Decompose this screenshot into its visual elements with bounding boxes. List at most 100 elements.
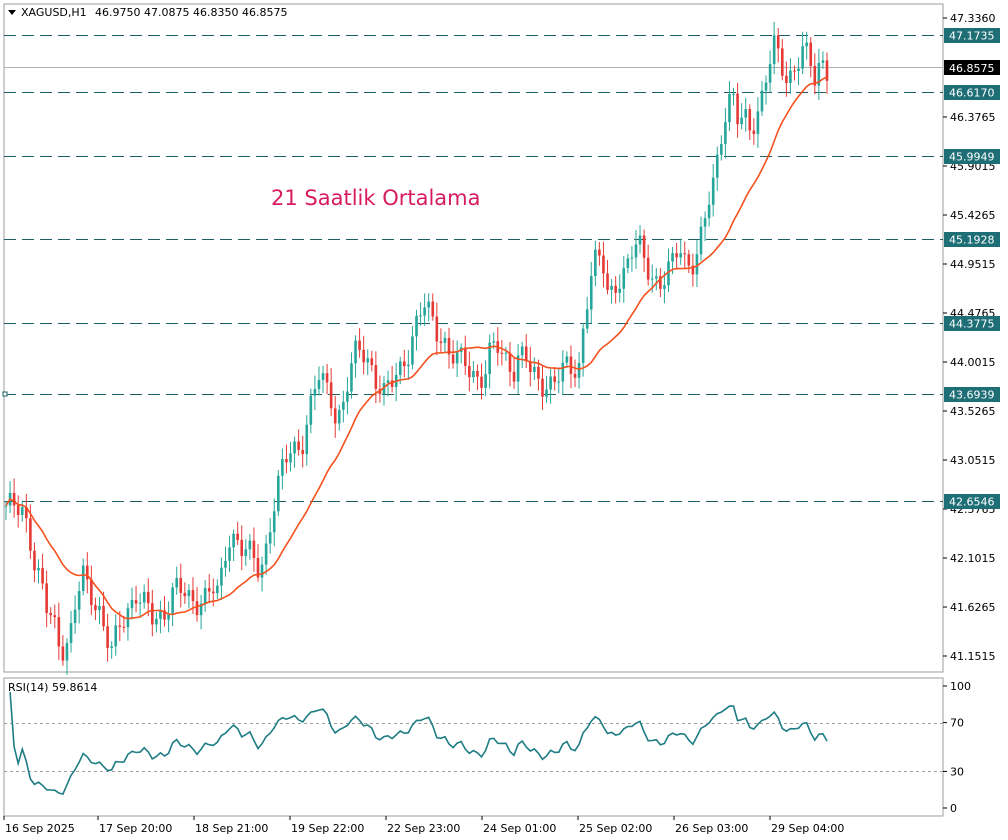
candle-body [724, 122, 727, 145]
ohlc-readout: 46.9750 47.0875 46.8350 46.8575 [95, 6, 287, 19]
candle-body [411, 336, 414, 365]
candle [20, 500, 24, 522]
candle [821, 51, 825, 70]
candle-body [821, 60, 825, 63]
candle [756, 97, 760, 148]
candle-body [472, 370, 475, 378]
candle [480, 363, 483, 400]
candle-body [715, 154, 719, 178]
level-anchor-marker[interactable] [2, 391, 8, 397]
level-label-bg [944, 494, 1000, 509]
candle [151, 589, 154, 637]
candle-body [220, 567, 223, 586]
candle [305, 415, 309, 466]
candle-body [142, 591, 146, 603]
rsi-axis: 100 70 30 0 [943, 680, 971, 815]
candle [37, 559, 40, 584]
y-tick-label: 43.5265 [950, 405, 996, 418]
candle [675, 242, 678, 270]
candle-body [277, 475, 280, 512]
candle [776, 27, 780, 63]
candle [537, 359, 540, 391]
candle [179, 563, 183, 608]
candle-body [415, 315, 418, 337]
candle-body [744, 109, 748, 118]
candle [484, 360, 487, 397]
candle-body [720, 144, 723, 155]
candle [175, 566, 179, 595]
candle [268, 518, 272, 554]
candle-body [374, 365, 378, 389]
candle [350, 352, 353, 399]
candle-body [297, 441, 300, 450]
candle-body [500, 352, 504, 354]
candle-body [711, 177, 715, 205]
candle-body [516, 355, 520, 382]
candle [272, 498, 276, 547]
price-axis: 47.336046.376545.901545.426544.951544.47… [943, 12, 996, 663]
candle-body [447, 338, 451, 355]
candle [764, 75, 768, 105]
candle [626, 253, 630, 274]
candle-body [594, 249, 597, 277]
level-label: 45.9949 [949, 151, 995, 164]
y-tick-label: 45.4265 [950, 209, 996, 222]
candle-body [492, 341, 496, 343]
candle-body [455, 352, 459, 364]
candle [557, 367, 561, 394]
candle [553, 367, 556, 391]
candle-body [216, 585, 219, 594]
candle-body [650, 278, 654, 280]
candle-body [264, 543, 268, 565]
candle-body [817, 62, 821, 86]
candle [789, 58, 792, 94]
candle-body [626, 258, 630, 269]
candle-body [602, 255, 605, 274]
candle-body [585, 309, 589, 329]
level-label-bg [944, 387, 1000, 402]
candle-body [175, 578, 179, 588]
rsi-level-lines [4, 723, 943, 772]
candle [142, 584, 146, 609]
candle [602, 241, 605, 288]
candle [720, 135, 723, 161]
candle-body [618, 288, 622, 293]
candle [809, 37, 813, 78]
candle [589, 261, 593, 324]
candle [520, 341, 524, 369]
candle-body [772, 35, 776, 65]
candle [167, 601, 170, 633]
candle [431, 293, 435, 321]
candle [415, 309, 418, 351]
candle-body [98, 605, 101, 611]
candle-body [240, 539, 244, 557]
candle-body [687, 254, 691, 266]
candle [679, 238, 682, 265]
x-tick-label: 19 Sep 22:00 [291, 822, 364, 835]
candle-body [691, 265, 695, 275]
candle [90, 565, 93, 616]
level-label: 47.1735 [949, 30, 995, 43]
candle-body [508, 352, 512, 372]
x-tick-label: 18 Sep 21:00 [195, 822, 268, 835]
candle [224, 546, 227, 577]
candle-body [346, 391, 349, 402]
x-tick-label: 25 Sep 02:00 [579, 822, 652, 835]
candle [126, 602, 130, 641]
candle [16, 495, 20, 528]
candle-body [699, 226, 703, 255]
candle-body [463, 347, 467, 366]
candle [366, 349, 370, 376]
symbol-label: XAGUSD,H1 [21, 6, 87, 19]
candle [244, 539, 248, 566]
candle [801, 31, 804, 75]
candle-body [435, 316, 439, 342]
candle-body [362, 349, 365, 363]
candle [703, 211, 707, 242]
candle-body [512, 371, 516, 382]
candle-body [642, 235, 646, 258]
dropdown-triangle-icon[interactable] [8, 10, 16, 15]
candle-body [776, 35, 780, 49]
candle-body [179, 578, 183, 593]
candle-body [53, 615, 57, 618]
